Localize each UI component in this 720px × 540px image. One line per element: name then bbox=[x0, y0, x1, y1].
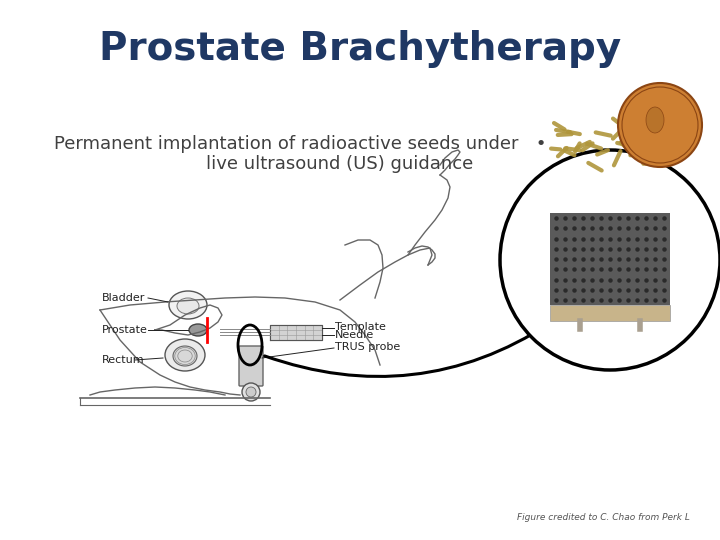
Bar bbox=[550, 213, 670, 305]
Text: TRUS probe: TRUS probe bbox=[335, 342, 400, 352]
FancyBboxPatch shape bbox=[239, 346, 263, 386]
Ellipse shape bbox=[177, 298, 199, 314]
Ellipse shape bbox=[646, 107, 664, 133]
Text: Bladder: Bladder bbox=[102, 293, 145, 303]
Bar bbox=[550, 305, 670, 321]
Text: Rectum: Rectum bbox=[102, 355, 145, 365]
Ellipse shape bbox=[169, 291, 207, 319]
Text: Needle: Needle bbox=[335, 330, 374, 340]
Text: live ultrasound (US) guidance: live ultrasound (US) guidance bbox=[207, 155, 474, 173]
Text: Permanent implantation of radioactive seeds under   •: Permanent implantation of radioactive se… bbox=[54, 135, 546, 153]
Text: Prostate: Prostate bbox=[102, 325, 148, 335]
Text: Figure credited to C. Chao from Perk L: Figure credited to C. Chao from Perk L bbox=[517, 513, 690, 522]
Ellipse shape bbox=[189, 324, 207, 336]
Circle shape bbox=[246, 387, 256, 397]
Text: Template: Template bbox=[335, 322, 386, 332]
Circle shape bbox=[242, 383, 260, 401]
Ellipse shape bbox=[173, 346, 197, 366]
Circle shape bbox=[500, 150, 720, 370]
Ellipse shape bbox=[165, 339, 205, 371]
Text: Prostate Brachytherapy: Prostate Brachytherapy bbox=[99, 30, 621, 68]
Circle shape bbox=[618, 83, 702, 167]
